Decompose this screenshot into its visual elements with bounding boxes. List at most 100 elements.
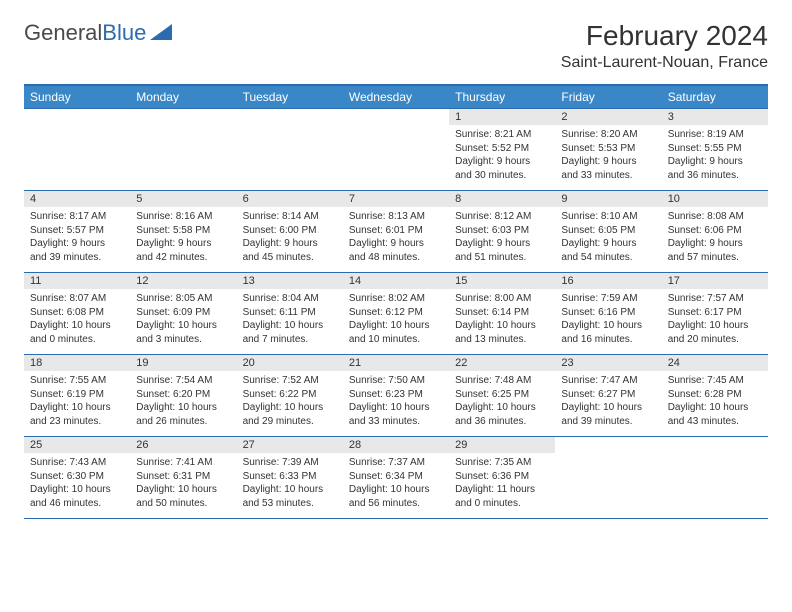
calendar-cell: 20Sunrise: 7:52 AMSunset: 6:22 PMDayligh… xyxy=(237,355,343,437)
calendar-cell: 10Sunrise: 8:08 AMSunset: 6:06 PMDayligh… xyxy=(662,191,768,273)
day-number: 13 xyxy=(237,273,343,289)
day-details: Sunrise: 8:05 AMSunset: 6:09 PMDaylight:… xyxy=(130,289,236,350)
calendar-cell: 7Sunrise: 8:13 AMSunset: 6:01 PMDaylight… xyxy=(343,191,449,273)
day-number: 5 xyxy=(130,191,236,207)
calendar-cell: 28Sunrise: 7:37 AMSunset: 6:34 PMDayligh… xyxy=(343,437,449,519)
day-number: 28 xyxy=(343,437,449,453)
logo-text-general: General xyxy=(24,20,102,46)
location-text: Saint-Laurent-Nouan, France xyxy=(561,54,768,72)
calendar-cell: 13Sunrise: 8:04 AMSunset: 6:11 PMDayligh… xyxy=(237,273,343,355)
day-details: Sunrise: 8:14 AMSunset: 6:00 PMDaylight:… xyxy=(237,207,343,268)
weekday-header: Tuesday xyxy=(237,85,343,109)
calendar-row: 1Sunrise: 8:21 AMSunset: 5:52 PMDaylight… xyxy=(24,109,768,191)
calendar-cell: 2Sunrise: 8:20 AMSunset: 5:53 PMDaylight… xyxy=(555,109,661,191)
day-details: Sunrise: 7:55 AMSunset: 6:19 PMDaylight:… xyxy=(24,371,130,432)
day-details: Sunrise: 7:45 AMSunset: 6:28 PMDaylight:… xyxy=(662,371,768,432)
day-number: 10 xyxy=(662,191,768,207)
calendar-row: 18Sunrise: 7:55 AMSunset: 6:19 PMDayligh… xyxy=(24,355,768,437)
day-details: Sunrise: 8:13 AMSunset: 6:01 PMDaylight:… xyxy=(343,207,449,268)
day-details: Sunrise: 7:47 AMSunset: 6:27 PMDaylight:… xyxy=(555,371,661,432)
calendar-cell: 27Sunrise: 7:39 AMSunset: 6:33 PMDayligh… xyxy=(237,437,343,519)
calendar-cell: 14Sunrise: 8:02 AMSunset: 6:12 PMDayligh… xyxy=(343,273,449,355)
day-details: Sunrise: 8:17 AMSunset: 5:57 PMDaylight:… xyxy=(24,207,130,268)
day-number: 27 xyxy=(237,437,343,453)
calendar-cell: 16Sunrise: 7:59 AMSunset: 6:16 PMDayligh… xyxy=(555,273,661,355)
day-number: 23 xyxy=(555,355,661,371)
calendar-cell xyxy=(662,437,768,519)
calendar-cell: 11Sunrise: 8:07 AMSunset: 6:08 PMDayligh… xyxy=(24,273,130,355)
day-number: 2 xyxy=(555,109,661,125)
day-details: Sunrise: 7:54 AMSunset: 6:20 PMDaylight:… xyxy=(130,371,236,432)
day-details: Sunrise: 8:04 AMSunset: 6:11 PMDaylight:… xyxy=(237,289,343,350)
day-number: 26 xyxy=(130,437,236,453)
calendar-cell: 19Sunrise: 7:54 AMSunset: 6:20 PMDayligh… xyxy=(130,355,236,437)
day-details: Sunrise: 7:50 AMSunset: 6:23 PMDaylight:… xyxy=(343,371,449,432)
logo-text-blue: Blue xyxy=(102,20,146,46)
day-number: 11 xyxy=(24,273,130,289)
title-block: February 2024 Saint-Laurent-Nouan, Franc… xyxy=(561,20,768,72)
calendar-cell xyxy=(343,109,449,191)
calendar-row: 11Sunrise: 8:07 AMSunset: 6:08 PMDayligh… xyxy=(24,273,768,355)
day-details: Sunrise: 7:37 AMSunset: 6:34 PMDaylight:… xyxy=(343,453,449,514)
weekday-header: Monday xyxy=(130,85,236,109)
day-details: Sunrise: 8:08 AMSunset: 6:06 PMDaylight:… xyxy=(662,207,768,268)
calendar-cell: 25Sunrise: 7:43 AMSunset: 6:30 PMDayligh… xyxy=(24,437,130,519)
calendar-cell: 24Sunrise: 7:45 AMSunset: 6:28 PMDayligh… xyxy=(662,355,768,437)
day-number: 24 xyxy=(662,355,768,371)
calendar-cell xyxy=(237,109,343,191)
day-number: 7 xyxy=(343,191,449,207)
calendar-cell xyxy=(130,109,236,191)
day-details: Sunrise: 7:41 AMSunset: 6:31 PMDaylight:… xyxy=(130,453,236,514)
day-number: 6 xyxy=(237,191,343,207)
day-number: 18 xyxy=(24,355,130,371)
calendar-cell: 8Sunrise: 8:12 AMSunset: 6:03 PMDaylight… xyxy=(449,191,555,273)
day-number: 25 xyxy=(24,437,130,453)
weekday-header: Thursday xyxy=(449,85,555,109)
day-number: 16 xyxy=(555,273,661,289)
weekday-header: Wednesday xyxy=(343,85,449,109)
day-details: Sunrise: 8:19 AMSunset: 5:55 PMDaylight:… xyxy=(662,125,768,186)
day-number: 22 xyxy=(449,355,555,371)
day-details: Sunrise: 7:43 AMSunset: 6:30 PMDaylight:… xyxy=(24,453,130,514)
calendar-cell: 4Sunrise: 8:17 AMSunset: 5:57 PMDaylight… xyxy=(24,191,130,273)
calendar-head: SundayMondayTuesdayWednesdayThursdayFrid… xyxy=(24,85,768,109)
calendar-cell: 15Sunrise: 8:00 AMSunset: 6:14 PMDayligh… xyxy=(449,273,555,355)
calendar-cell xyxy=(555,437,661,519)
day-number: 9 xyxy=(555,191,661,207)
calendar-cell: 18Sunrise: 7:55 AMSunset: 6:19 PMDayligh… xyxy=(24,355,130,437)
calendar-cell: 3Sunrise: 8:19 AMSunset: 5:55 PMDaylight… xyxy=(662,109,768,191)
day-details: Sunrise: 7:39 AMSunset: 6:33 PMDaylight:… xyxy=(237,453,343,514)
calendar-cell: 17Sunrise: 7:57 AMSunset: 6:17 PMDayligh… xyxy=(662,273,768,355)
calendar-cell: 23Sunrise: 7:47 AMSunset: 6:27 PMDayligh… xyxy=(555,355,661,437)
logo-triangle-icon xyxy=(150,20,172,46)
page-header: GeneralBlue February 2024 Saint-Laurent-… xyxy=(24,20,768,72)
day-details: Sunrise: 8:20 AMSunset: 5:53 PMDaylight:… xyxy=(555,125,661,186)
day-details: Sunrise: 8:16 AMSunset: 5:58 PMDaylight:… xyxy=(130,207,236,268)
day-details: Sunrise: 8:10 AMSunset: 6:05 PMDaylight:… xyxy=(555,207,661,268)
calendar-cell: 9Sunrise: 8:10 AMSunset: 6:05 PMDaylight… xyxy=(555,191,661,273)
calendar-body: 1Sunrise: 8:21 AMSunset: 5:52 PMDaylight… xyxy=(24,109,768,519)
day-details: Sunrise: 8:07 AMSunset: 6:08 PMDaylight:… xyxy=(24,289,130,350)
day-number: 1 xyxy=(449,109,555,125)
day-details: Sunrise: 8:00 AMSunset: 6:14 PMDaylight:… xyxy=(449,289,555,350)
month-title: February 2024 xyxy=(561,20,768,52)
day-details: Sunrise: 7:35 AMSunset: 6:36 PMDaylight:… xyxy=(449,453,555,514)
calendar-row: 25Sunrise: 7:43 AMSunset: 6:30 PMDayligh… xyxy=(24,437,768,519)
weekday-header: Saturday xyxy=(662,85,768,109)
day-details: Sunrise: 8:21 AMSunset: 5:52 PMDaylight:… xyxy=(449,125,555,186)
day-details: Sunrise: 7:52 AMSunset: 6:22 PMDaylight:… xyxy=(237,371,343,432)
calendar-cell: 12Sunrise: 8:05 AMSunset: 6:09 PMDayligh… xyxy=(130,273,236,355)
calendar-cell: 21Sunrise: 7:50 AMSunset: 6:23 PMDayligh… xyxy=(343,355,449,437)
weekday-header: Friday xyxy=(555,85,661,109)
calendar-table: SundayMondayTuesdayWednesdayThursdayFrid… xyxy=(24,84,768,519)
day-number: 19 xyxy=(130,355,236,371)
day-number: 3 xyxy=(662,109,768,125)
day-number: 8 xyxy=(449,191,555,207)
weekday-header: Sunday xyxy=(24,85,130,109)
day-details: Sunrise: 7:48 AMSunset: 6:25 PMDaylight:… xyxy=(449,371,555,432)
day-number: 14 xyxy=(343,273,449,289)
day-number: 17 xyxy=(662,273,768,289)
logo: GeneralBlue xyxy=(24,20,172,46)
calendar-row: 4Sunrise: 8:17 AMSunset: 5:57 PMDaylight… xyxy=(24,191,768,273)
calendar-cell: 26Sunrise: 7:41 AMSunset: 6:31 PMDayligh… xyxy=(130,437,236,519)
